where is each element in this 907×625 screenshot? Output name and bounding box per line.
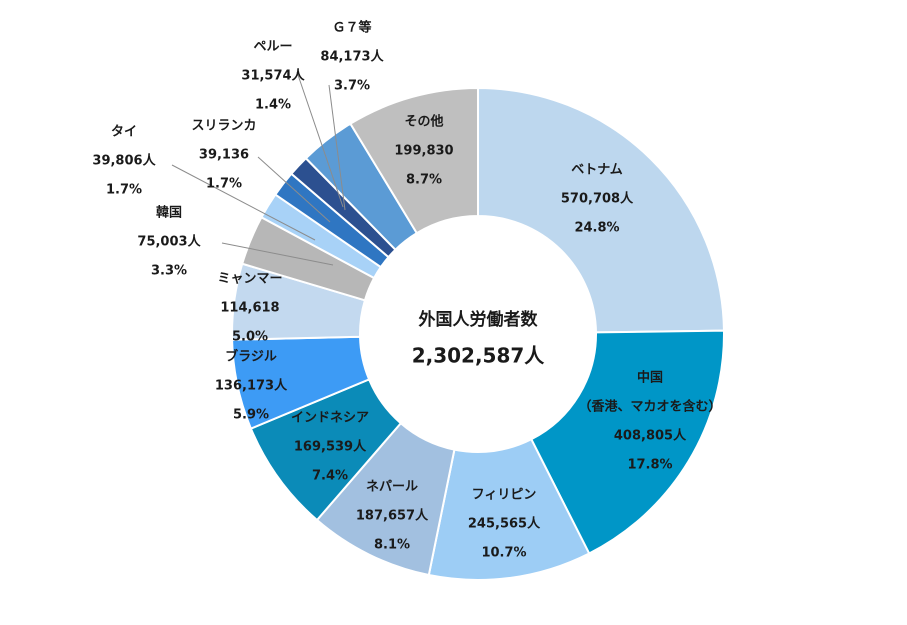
slice-percent-label: 24.8% [574,221,619,236]
slice-name-label: ペルー [253,40,292,55]
leader-line-9 [257,156,331,223]
slice-name-label: 韓国 [156,205,182,221]
slice-name-label: ミャンマー [217,272,282,287]
slice-value-label: 75,003人 [137,234,201,250]
slice-value-label: 187,657人 [356,508,429,524]
slice-1 [529,329,725,555]
slice-value-label: 245,565人 [468,516,541,532]
slice-value-label: 114,618 [220,301,279,316]
slice-name-label: ブラジル [225,349,277,365]
slice-labels: ベトナム 570,708人 24.8% 中国 （香港、マカオを含む） 408,805人 17… [92,20,721,561]
slice-name-label: ベトナム [571,163,623,178]
slice-0 [477,86,725,334]
slice-value-label: 39,806人 [92,153,156,169]
slice-value-label: 84,173人 [320,49,384,65]
slice-percent-label: 8.1% [374,538,410,553]
slice-percent-label: 17.8% [627,458,672,473]
leader-lines [171,71,346,266]
slice-value-label: 136,173人 [215,378,288,394]
slice-percent-label: 1.7% [206,177,242,192]
slice-name-label: 中国 [637,370,663,386]
slice-value-label: 199,830 [394,144,453,159]
slice-percent-label: 5.0% [232,330,268,345]
leader-line-8 [171,164,316,241]
donut-slices [231,86,725,581]
slice-12 [349,86,479,235]
slice-value-label: 408,805人 [614,428,687,444]
center-total: 2,302,587人 [412,344,546,368]
slice-name-label: Ｇ７等 [332,20,371,36]
slice-name-label: ネパール [366,480,418,495]
slice-name-label: タイ [111,125,137,140]
slice-name-label: その他 [404,114,443,130]
slice-value-label: 570,708人 [561,191,634,207]
leader-line-10 [296,71,344,208]
slice-value-label: 31,574人 [241,68,305,84]
slice-percent-label: 1.7% [106,183,142,198]
slice-percent-label: 1.4% [255,98,291,113]
slice-value-label: 39,136 [199,148,249,163]
leader-line-11 [328,84,346,211]
slice-name-label: スリランカ [191,119,256,134]
slice-percent-label: 3.7% [334,79,370,94]
center-title: 外国人労働者数 [419,309,539,330]
slice-percent-label: 10.7% [481,546,526,561]
slice-percent-label: 8.7% [406,173,442,188]
slice-percent-label: 3.3% [151,264,187,279]
slice-subname-label: （香港、マカオを含む） [578,399,721,415]
leader-line-7 [221,242,334,266]
slice-percent-label: 7.4% [312,469,348,484]
slice-value-label: 169,539人 [294,439,367,455]
slice-name-label: インドネシア [291,411,369,426]
slice-name-label: フィリピン [472,488,537,503]
slice-percent-label: 5.9% [233,408,269,423]
